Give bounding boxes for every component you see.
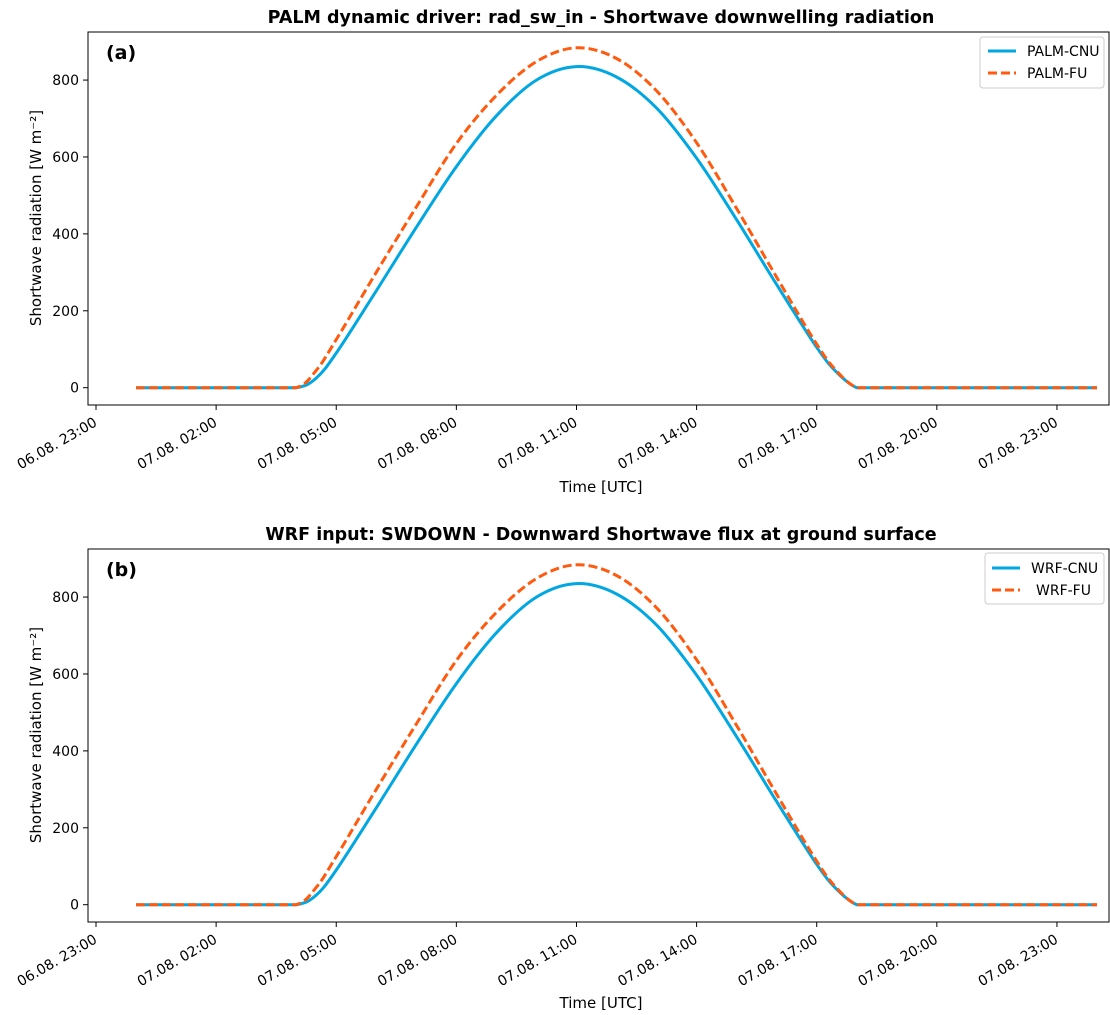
x-tick-label: 07.08. 05:00 [255,932,340,991]
x-tick-label: 07.08. 23:00 [976,932,1061,991]
x-tick-label: 07.08. 23:00 [976,415,1061,474]
chart-title: PALM dynamic driver: rad_sw_in - Shortwa… [268,8,935,28]
x-tick-label: 07.08. 11:00 [495,415,580,474]
x-tick-label: 06.08. 23:00 [15,932,100,991]
x-tick-label: 07.08. 20:00 [855,415,940,474]
x-axis-ticks: 06.08. 23:00 07.08. 02:00 07.08. 05:00 07.0… [15,922,1061,990]
x-tick-label: 07.08. 05:00 [255,415,340,474]
panel-label: (a) [106,42,136,64]
legend: PALM-CNU PALM-FU [979,36,1105,89]
x-tick-label: 07.08. 08:00 [375,932,460,991]
plot-area [87,548,1110,923]
legend: WRF-CNU WRF-FU [984,552,1105,605]
y-tick-label: 600 [52,150,79,166]
series-lines [136,46,1097,390]
legend-label-wrf-fu: WRF-FU [1036,583,1091,599]
y-tick-label: 0 [70,898,79,914]
legend-box [984,552,1105,605]
x-tick-label: 07.08. 02:00 [135,415,220,474]
y-axis-label: Shortwave radiation [W m⁻²] [27,110,45,326]
panel-label: (b) [106,559,137,581]
y-tick-label: 600 [52,667,79,683]
x-tick-label: 07.08. 11:00 [495,932,580,991]
y-tick-label: 200 [52,304,79,320]
chart-title: WRF input: SWDOWN - Downward Shortwave f… [265,525,936,545]
x-axis-label: Time [UTC] [559,478,643,496]
y-tick-label: 200 [52,821,79,837]
y-axis-ticks: 0 200 400 600 800 [52,73,88,397]
chart-panel-b: WRF input: SWDOWN - Downward Shortwave f… [15,525,1110,1012]
x-tick-label: 07.08. 14:00 [615,932,700,991]
y-tick-label: 400 [52,227,79,243]
x-axis-ticks: 06.08. 23:00 07.08. 02:00 07.08. 05:00 07.0… [15,405,1061,473]
x-tick-label: 07.08. 17:00 [735,415,820,474]
x-tick-label: 07.08. 17:00 [735,932,820,991]
y-tick-label: 800 [52,73,79,89]
x-tick-label: 07.08. 08:00 [375,415,460,474]
series-line-palm-fu [136,46,1097,390]
x-tick-label: 07.08. 14:00 [615,415,700,474]
x-tick-label: 06.08. 23:00 [15,415,100,474]
y-tick-label: 0 [70,381,79,397]
series-line-palm-cnu [136,65,1097,390]
chart-panel-a: PALM dynamic driver: rad_sw_in - Shortwa… [15,8,1110,496]
series-line-wrf-fu [136,563,1097,907]
y-tick-label: 800 [52,590,79,606]
x-tick-label: 07.08. 20:00 [855,932,940,991]
plot-area [87,31,1110,406]
series-lines [136,563,1097,907]
y-tick-label: 400 [52,744,79,760]
legend-label-wrf-cnu: WRF-CNU [1031,561,1098,577]
y-axis-label: Shortwave radiation [W m⁻²] [27,627,45,843]
x-axis-label: Time [UTC] [559,994,643,1012]
y-axis-ticks: 0 200 400 600 800 [52,590,88,914]
legend-label-palm-fu: PALM-FU [1027,66,1087,82]
legend-label-palm-cnu: PALM-CNU [1027,44,1100,60]
x-tick-label: 07.08. 02:00 [135,932,220,991]
series-line-wrf-cnu [136,582,1097,907]
